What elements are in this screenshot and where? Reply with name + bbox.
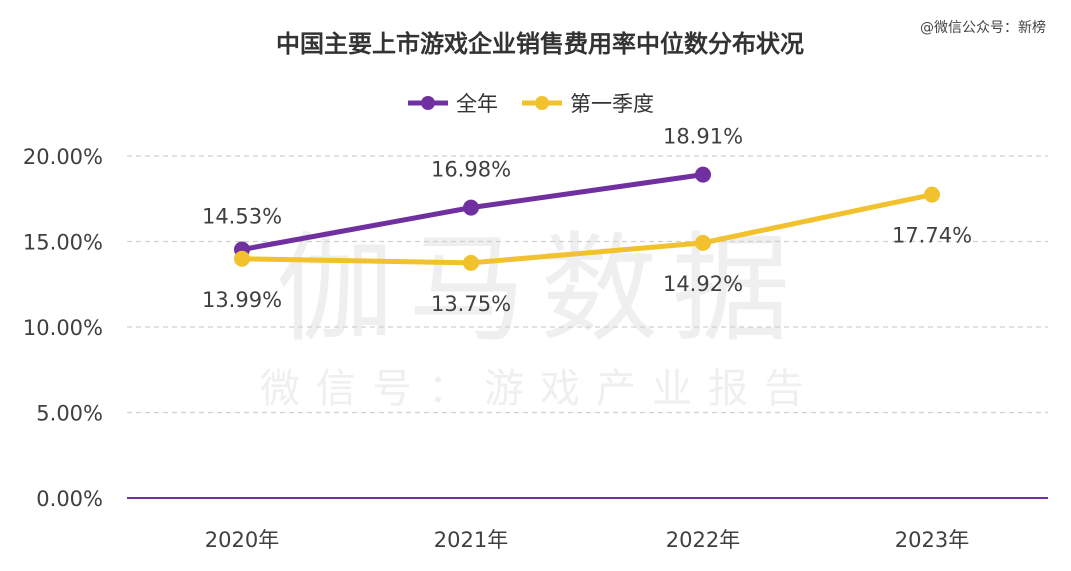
source-credit: @微信公众号：新榜 bbox=[920, 19, 1046, 36]
data-label-q1-2023: 17.74% bbox=[892, 224, 972, 248]
legend-item-q1: 第一季度 bbox=[522, 92, 654, 116]
legend-label-q1: 第一季度 bbox=[570, 92, 654, 116]
y-tick-label: 20.00% bbox=[23, 145, 103, 169]
data-label-full-year-2020: 14.53% bbox=[202, 205, 282, 229]
x-tick-label: 2023年 bbox=[895, 528, 969, 552]
legend-marker-q1 bbox=[535, 96, 549, 110]
data-point-q1-2022 bbox=[695, 234, 711, 251]
data-label-q1-2020: 13.99% bbox=[202, 288, 282, 312]
data-point-q1-2020 bbox=[234, 250, 250, 267]
data-label-full-year-2022: 18.91% bbox=[663, 125, 743, 149]
series-line-q1 bbox=[239, 192, 935, 266]
watermark-line: 微信号：游戏产业报告 bbox=[260, 366, 820, 412]
data-point-full-year-2022 bbox=[695, 166, 711, 183]
data-label-q1-2022: 14.92% bbox=[663, 272, 743, 296]
y-grid bbox=[127, 155, 1048, 414]
data-label-full-year-2021: 16.98% bbox=[431, 158, 511, 182]
chart-title: 中国主要上市游戏企业销售费用率中位数分布状况 bbox=[276, 30, 804, 58]
legend-label-full-year: 全年 bbox=[456, 92, 498, 116]
legend: 全年 第一季度 bbox=[408, 92, 654, 116]
y-tick-label: 10.00% bbox=[23, 316, 103, 340]
data-point-full-year-2021 bbox=[463, 199, 479, 216]
data-point-q1-2023 bbox=[924, 186, 940, 203]
series-q1: 13.99% 13.75% 14.92% 17.74% bbox=[202, 186, 972, 316]
legend-item-full-year: 全年 bbox=[408, 92, 498, 116]
x-tick-label: 2020年 bbox=[205, 528, 279, 552]
y-tick-labels: 0.00% 5.00% 10.00% 15.00% 20.00% bbox=[23, 145, 103, 511]
x-tick-labels: 2020年 2021年 2022年 2023年 bbox=[205, 528, 969, 552]
y-tick-label: 5.00% bbox=[36, 402, 103, 426]
legend-marker-full-year bbox=[421, 96, 435, 110]
data-label-q1-2021: 13.75% bbox=[431, 292, 511, 316]
y-tick-label: 15.00% bbox=[23, 231, 103, 255]
y-tick-label: 0.00% bbox=[36, 487, 103, 511]
x-tick-label: 2022年 bbox=[666, 528, 740, 552]
x-tick-label: 2021年 bbox=[434, 528, 508, 552]
data-point-q1-2021 bbox=[463, 254, 479, 271]
